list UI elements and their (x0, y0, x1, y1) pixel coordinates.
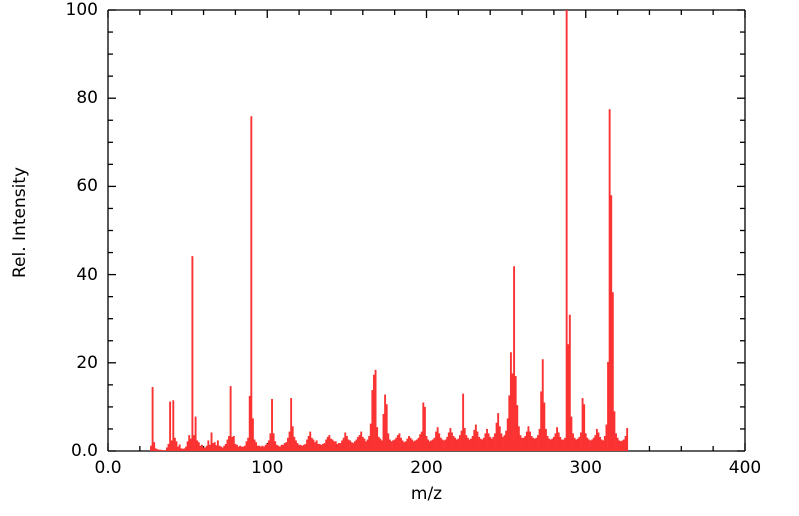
x-tick-label: 100 (251, 458, 284, 478)
x-axis-label: m/z (410, 484, 443, 504)
x-tick-label: 300 (569, 458, 602, 478)
y-tick-label: 20 (76, 352, 98, 373)
y-axis-label-text: Rel. Intensity (10, 166, 30, 278)
y-tick-label: 60 (76, 176, 98, 197)
axis-ticks (107, 9, 746, 452)
y-tick-label: 80 (76, 88, 98, 109)
x-tick-label: 400 (728, 458, 762, 478)
y-axis-label: Rel. Intensity (10, 167, 30, 278)
x-tick-label: 200 (410, 458, 443, 478)
y-tick-label: 40 (76, 264, 98, 285)
axis-spines (107, 9, 746, 452)
x-tick-label: 0.0 (94, 458, 122, 478)
spectrum-peaks (150, 10, 629, 451)
y-tick-label: 0.0 (70, 441, 98, 461)
y-tick-label: 100 (65, 0, 98, 20)
